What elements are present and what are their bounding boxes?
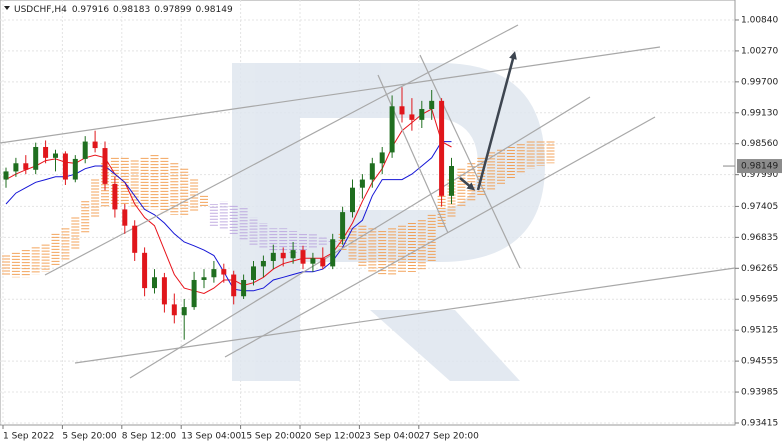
y-tick-label: 0.99700 — [741, 77, 778, 87]
y-tick-label: 0.95695 — [741, 295, 778, 305]
header-text: USDCHF,H4 0.97916 0.98183 0.97899 0.98149 — [14, 5, 233, 15]
candle-body — [3, 171, 9, 180]
header: USDCHF,H4 0.97916 0.98183 0.97899 0.98149 — [4, 5, 233, 15]
candle-body — [152, 277, 157, 289]
y-tick-label: 0.94555 — [741, 357, 778, 367]
y-tick-label: 1.00840 — [741, 15, 778, 25]
candle-body — [369, 163, 375, 180]
candle-body — [231, 274, 237, 297]
arrow-down — [459, 177, 476, 191]
candle-body — [161, 277, 167, 305]
header-low: 0.97899 — [154, 5, 191, 15]
trendline — [0, 46, 661, 144]
candle-body — [409, 114, 415, 120]
y-tick-label: 0.99130 — [741, 108, 778, 118]
last-price-box — [737, 159, 782, 174]
candle-body — [142, 252, 148, 289]
x-tick-label: 13 Sep 04:00 — [181, 432, 241, 442]
candle-body — [112, 183, 118, 210]
candle-body — [102, 148, 108, 184]
y-tick-label: 0.93985 — [741, 388, 778, 398]
header-close: 0.98149 — [195, 5, 232, 15]
candle-body — [310, 258, 316, 264]
candle-body — [330, 239, 336, 267]
trendline — [129, 96, 591, 379]
trendline — [224, 116, 656, 358]
y-tick-label: 0.97405 — [741, 202, 778, 212]
candle-body — [439, 100, 445, 196]
candle-body — [290, 250, 296, 259]
candle-body — [53, 153, 58, 158]
candle-body — [43, 146, 49, 158]
watermark-stem — [232, 63, 300, 381]
x-tick-label: 5 Sep 20:00 — [62, 432, 117, 442]
header-triangle — [4, 6, 10, 10]
x-tick-label: 15 Sep 20:00 — [241, 432, 301, 442]
symbol: USDCHF,H4 — [14, 5, 67, 15]
candle-body — [171, 304, 177, 316]
y-tick-label: 0.95125 — [741, 326, 778, 336]
y-tick-label: 0.96265 — [741, 264, 778, 274]
candle-body — [270, 252, 276, 261]
header-open: 0.97916 — [72, 5, 109, 15]
candle-body — [122, 209, 128, 226]
candle-body — [429, 100, 435, 109]
candle-body — [13, 163, 19, 172]
axes: 1.00840 1.00270 0.99700 0.99130 0.98560 0.979… — [2, 15, 782, 442]
candle-body — [359, 179, 365, 188]
candle-body — [449, 165, 454, 196]
trendline — [44, 24, 519, 276]
candle-body — [132, 225, 138, 253]
y-tick-label: 0.97990 — [741, 170, 778, 180]
header-high: 0.98183 — [113, 5, 150, 15]
candle-body — [320, 258, 326, 267]
trendlines — [0, 24, 735, 379]
candle-body — [389, 106, 395, 153]
candle-body — [33, 146, 39, 170]
candle-body — [72, 158, 78, 180]
trendline — [419, 54, 521, 269]
arrow-up — [476, 51, 517, 191]
candle-body — [221, 269, 227, 275]
candle-body — [23, 163, 29, 170]
candles — [3, 87, 454, 340]
candle-body — [201, 277, 207, 280]
y-tick-label: 0.96835 — [741, 233, 778, 243]
last-price-label: 0.98149 — [741, 162, 778, 172]
candle-body — [379, 152, 385, 164]
candle-body — [191, 279, 197, 308]
x-tick-label: 8 Sep 12:00 — [122, 432, 177, 442]
y-tick-label: 1.00270 — [741, 46, 778, 56]
candle-body — [181, 307, 187, 316]
candle-body — [280, 252, 286, 259]
candle-body — [300, 250, 306, 264]
candle-body — [340, 212, 346, 240]
x-tick-label: 1 Sep 2022 — [3, 432, 54, 442]
indicator-line — [5, 141, 452, 292]
candle-body — [241, 279, 247, 297]
watermark-leg — [370, 310, 520, 381]
candle-body — [92, 141, 98, 149]
trendline — [377, 74, 449, 234]
y-tick-label: 0.98560 — [741, 139, 778, 149]
forecast-arrow — [459, 51, 517, 191]
candle-body — [350, 187, 355, 213]
trendline — [74, 267, 735, 364]
candle-body — [419, 108, 425, 120]
x-tick-label: 23 Sep 04:00 — [359, 432, 419, 442]
candle-body — [251, 266, 256, 280]
candle-body — [399, 106, 405, 115]
candle-body — [211, 269, 217, 278]
candle-body — [62, 153, 68, 180]
indicator-lines — [5, 108, 452, 295]
x-tick-label: 20 Sep 12:00 — [300, 432, 360, 442]
candle-body — [82, 141, 88, 159]
candle-body — [260, 260, 266, 267]
x-tick-label: 27 Sep 20:00 — [419, 432, 479, 442]
y-tick-label: 0.93415 — [741, 418, 778, 428]
